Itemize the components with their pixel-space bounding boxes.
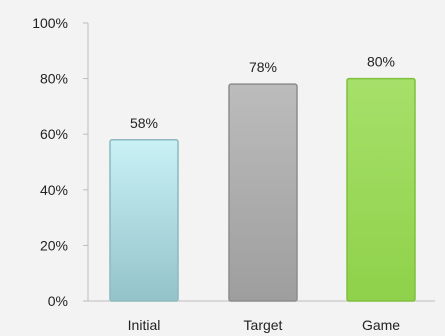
bar-target: [228, 83, 298, 302]
data-label-initial: 58%: [130, 115, 158, 131]
bars: [109, 77, 416, 302]
y-tick-label: 0%: [48, 293, 68, 309]
data-labels: 58% 78% 80%: [130, 54, 395, 131]
y-tick-label: 20%: [40, 237, 68, 253]
y-tick-label: 40%: [40, 182, 68, 198]
category-label-game: Game: [362, 317, 400, 333]
category-labels: Initial Target Game: [128, 317, 401, 333]
y-tick-label: 60%: [40, 126, 68, 142]
data-label-game: 80%: [367, 54, 395, 70]
y-tick-label: 80%: [40, 71, 68, 87]
category-label-initial: Initial: [128, 317, 161, 333]
data-label-target: 78%: [249, 59, 277, 75]
category-label-target: Target: [244, 317, 283, 333]
y-tick-label: 100%: [32, 15, 68, 31]
y-axis-ticks: 0% 20% 40% 60% 80% 100%: [32, 15, 88, 309]
bar-game: [346, 77, 416, 302]
bar-initial: [109, 139, 179, 302]
